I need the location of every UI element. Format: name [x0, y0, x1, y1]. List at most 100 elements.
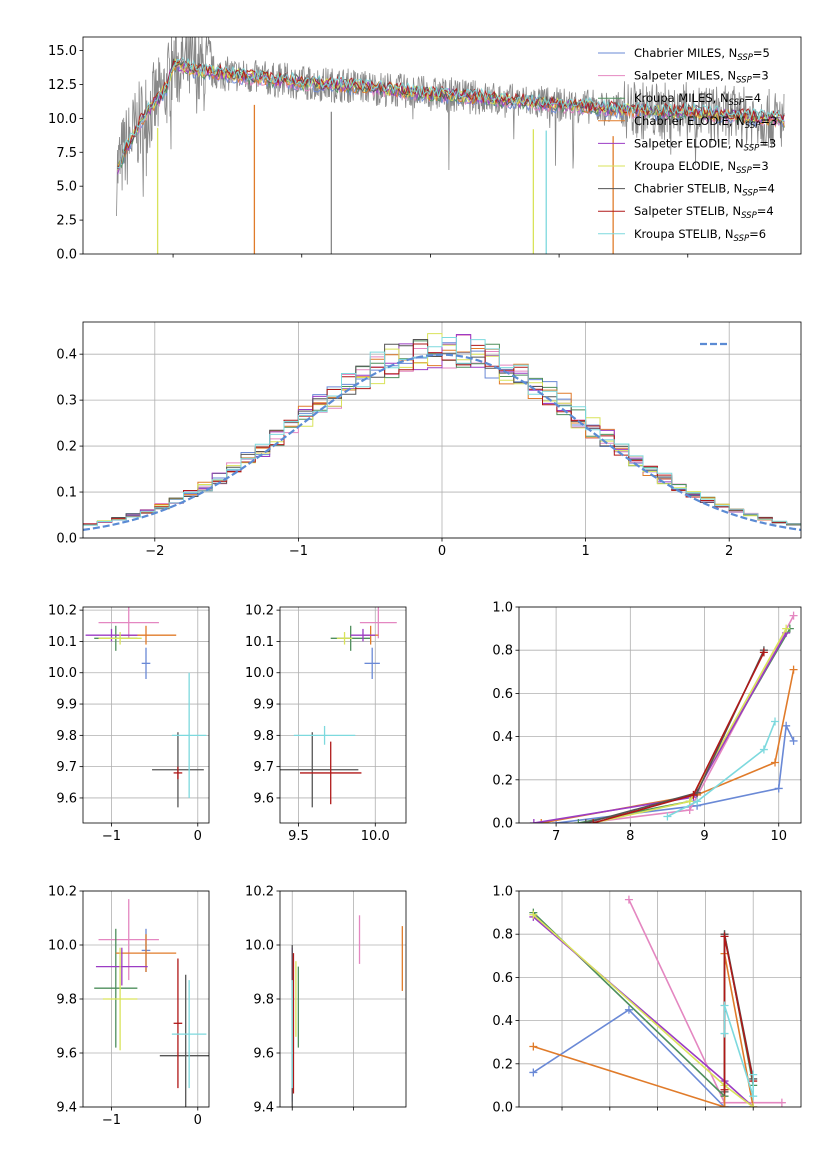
plus-marker [624, 895, 633, 904]
legend-label: Salpeter STELIB, NSSP=4 [634, 204, 774, 221]
axes-frame [279, 606, 407, 824]
x-tick-label: 9.5 [288, 829, 309, 844]
y-tick-label: 9.4 [253, 1101, 274, 1116]
y-tick-label: 0.6 [492, 687, 513, 702]
plus-marker [759, 648, 768, 657]
legend-label-tail: =3 [752, 159, 769, 173]
x-tick-label: 9 [700, 829, 708, 844]
y-tick-label: 9.8 [253, 729, 274, 744]
legend-label-tail: =4 [758, 182, 775, 196]
legend-label: Kroupa STELIB, NSSP=6 [634, 227, 766, 244]
legend-label: Salpeter ELODIE, NSSP=3 [634, 136, 776, 153]
plus-marker [720, 932, 729, 941]
plot-area [94, 899, 209, 1107]
plus-marker [771, 717, 780, 726]
x-tick-label: 0 [194, 829, 202, 844]
legend-label-text: Salpeter STELIB, N [634, 204, 741, 218]
plus-marker [529, 910, 538, 919]
y-tick-label: 0.3 [56, 394, 77, 409]
y-tick-label: 1.0 [492, 601, 513, 616]
weight-line [723, 1005, 754, 1097]
y-tick-label: 7.5 [56, 146, 77, 161]
y-tick-label: 9.9 [253, 698, 274, 713]
weight-line [532, 912, 754, 1099]
y-tick-label: 5.0 [56, 180, 77, 195]
plot-area [529, 895, 786, 1107]
model-spectrum-line [117, 57, 785, 169]
x-tick-label: −1 [289, 544, 308, 559]
x-tick-label: 7 [552, 829, 560, 844]
y-tick-label: 10.0 [245, 939, 274, 954]
plot-area [116, 37, 785, 254]
plus-marker [774, 784, 783, 793]
weight-line [532, 1008, 754, 1107]
y-tick-label: 9.6 [253, 1047, 274, 1062]
x-tick-label: −2 [145, 544, 164, 559]
plus-marker [529, 1068, 538, 1077]
y-tick-label: 0.4 [56, 348, 77, 363]
y-tick-label: 0.2 [56, 440, 77, 455]
y-tick-label: 0.2 [492, 773, 513, 788]
y-tick-label: 9.9 [56, 698, 77, 713]
plot-area [280, 607, 397, 808]
plus-marker [720, 1085, 729, 1094]
y-tick-label: 0.6 [492, 971, 513, 986]
plus-marker [685, 806, 694, 815]
plot-area [83, 333, 801, 531]
legend-label-tail: =3 [760, 114, 777, 128]
weight-line [578, 628, 791, 823]
plus-marker [529, 819, 538, 823]
plus-marker [693, 797, 702, 806]
legend-label-sub: SSP [741, 211, 757, 221]
legend-label-sub: SSP [745, 121, 761, 131]
plus-marker [581, 819, 590, 823]
axes-frame [279, 890, 407, 1108]
plus-marker [537, 819, 546, 823]
axes-frame [82, 890, 210, 1108]
histogram-step-line [83, 337, 801, 528]
y-tick-label: 0.1 [56, 486, 77, 501]
legend-label-sub: SSP [737, 53, 753, 63]
plus-marker [749, 1070, 758, 1079]
y-tick-label: 15.0 [48, 44, 77, 59]
plot-area [85, 607, 207, 808]
weight-line [541, 669, 795, 823]
y-tick-label: 9.4 [56, 1101, 77, 1116]
legend-label-tail: =4 [744, 91, 761, 105]
x-tick-label: −1 [102, 1113, 121, 1128]
axes-frame [82, 36, 802, 255]
plus-marker [771, 758, 780, 767]
plus-marker [759, 745, 768, 754]
plus-marker [777, 1098, 786, 1107]
legend-label-text: Chabrier MILES, N [634, 46, 737, 60]
y-tick-label: 9.6 [56, 791, 77, 806]
plus-marker [529, 1042, 538, 1051]
axes-frame [518, 606, 802, 824]
plus-marker [749, 1103, 758, 1107]
plus-marker [789, 665, 798, 674]
axes-frame [518, 890, 802, 1108]
y-tick-label: 0.8 [492, 644, 513, 659]
legend-label-sub: SSP [729, 98, 745, 108]
legend-label: Chabrier ELODIE, NSSP=3 [634, 114, 777, 131]
plus-marker [574, 819, 583, 823]
plus-marker [782, 624, 791, 633]
legend-label-sub: SSP [744, 143, 760, 153]
legend-label-text: Kroupa STELIB, N [634, 227, 734, 241]
x-tick-label: 0 [438, 544, 446, 559]
y-tick-label: 10.0 [245, 666, 274, 681]
plus-marker [685, 797, 694, 806]
legend-label: Kroupa MILES, NSSP=4 [634, 91, 761, 108]
plus-marker [789, 611, 798, 620]
y-tick-label: 9.7 [253, 760, 274, 775]
y-tick-label: 9.8 [253, 993, 274, 1008]
y-tick-label: 10.2 [48, 604, 77, 619]
legend-label-tail: =5 [753, 46, 770, 60]
legend-label-text: Chabrier STELIB, N [634, 182, 742, 196]
y-tick-label: 10.0 [48, 112, 77, 127]
spectrum-panel: 0.0 2.5 5.0 7.5 10.0 12.5 15.0 Chabrier MILES, … [48, 36, 802, 263]
y-tick-label: 9.6 [56, 1047, 77, 1062]
y-tick-label: 9.8 [56, 993, 77, 1008]
mass-vs-metallicity-panel: −1 0 9.4 9.6 9.8 10.0 10.2 [48, 885, 210, 1128]
